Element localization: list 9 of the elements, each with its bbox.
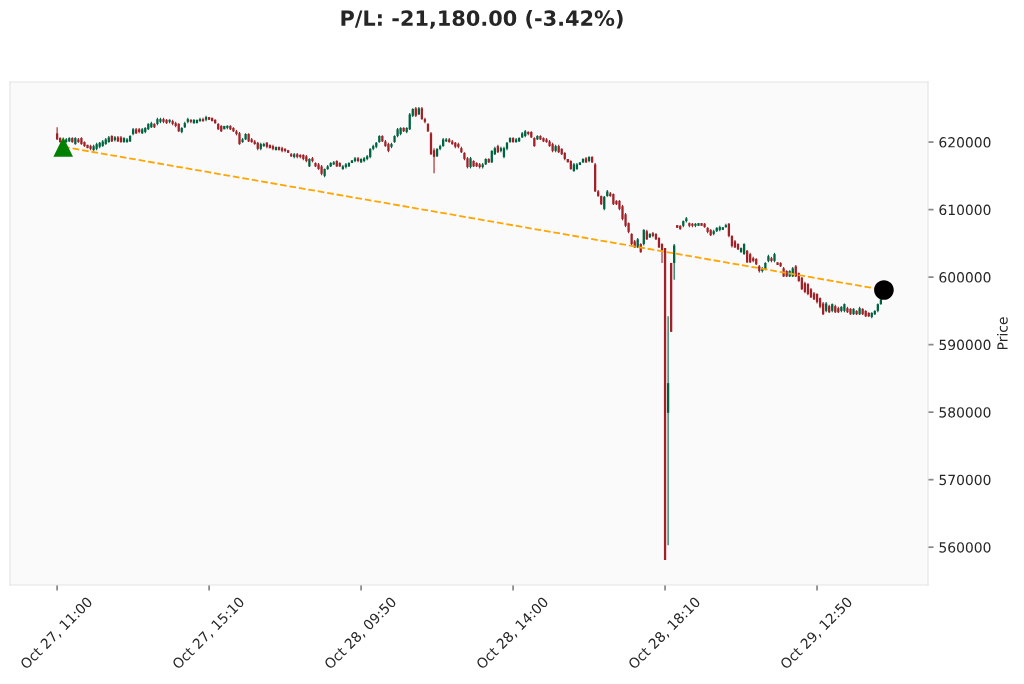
y-tick-label: 570000	[939, 474, 991, 486]
y-tick-label: 580000	[939, 407, 991, 418]
chart-title: P/L: -21,180.00 (-3.42%)	[341, 9, 623, 29]
y-tick-label: 560000	[939, 542, 991, 553]
y-tick-label: 600000	[939, 272, 991, 283]
y-tick-label: 610000	[939, 204, 991, 216]
y-tick-label: 620000	[939, 137, 991, 148]
y-tick-label: 590000	[939, 339, 991, 351]
y-axis-title: Price	[996, 317, 1008, 350]
